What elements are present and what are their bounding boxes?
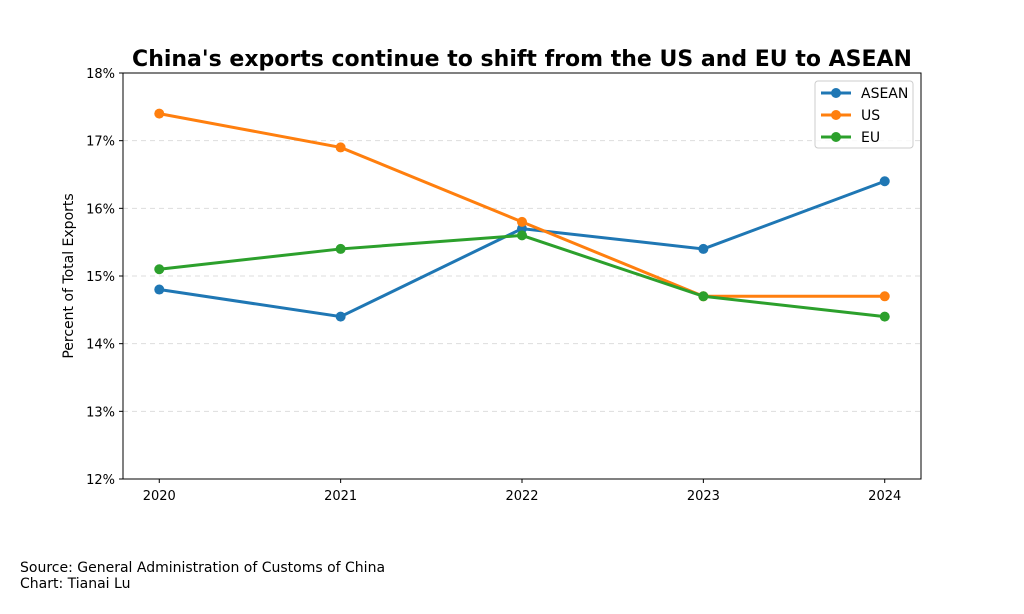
- data-point-asean: [698, 243, 709, 254]
- y-tick-label: 15%: [86, 270, 115, 285]
- data-point-asean: [879, 176, 890, 187]
- y-tick-label: 12%: [86, 473, 115, 488]
- legend-label: ASEAN: [861, 86, 908, 102]
- legend-swatch-marker: [831, 132, 841, 142]
- legend-swatch-marker: [831, 110, 841, 120]
- data-point-eu: [154, 264, 165, 275]
- y-tick-label: 13%: [86, 405, 115, 420]
- data-point-eu: [517, 230, 527, 241]
- chart-credit: Chart: Tianai Lu: [20, 576, 131, 592]
- x-tick-label: 2020: [143, 489, 176, 504]
- legend-label: US: [861, 108, 880, 124]
- legend-box: [814, 80, 914, 149]
- y-axis-label: Percent of Total Exports: [61, 193, 77, 358]
- data-point-eu: [698, 291, 709, 302]
- data-point-us: [517, 216, 527, 227]
- source-note: Source: General Administration of Custom…: [20, 560, 386, 576]
- x-tick-label: 2023: [687, 489, 720, 504]
- data-point-eu: [335, 243, 346, 254]
- legend-swatch-marker: [831, 88, 841, 98]
- data-point-asean: [335, 311, 346, 322]
- legend-label: EU: [861, 130, 880, 146]
- data-point-eu: [879, 311, 890, 322]
- x-tick-label: 2021: [324, 489, 357, 504]
- data-point-us: [879, 291, 890, 302]
- y-tick-label: 17%: [86, 135, 115, 150]
- y-tick-label: 18%: [86, 67, 115, 82]
- y-tick-label: 14%: [86, 338, 115, 353]
- chart-title: China's exports continue to shift from t…: [132, 47, 912, 72]
- x-tick-label: 2024: [868, 489, 901, 504]
- x-tick-label: 2022: [505, 489, 538, 504]
- data-point-asean: [154, 284, 165, 295]
- plot-frame: [122, 72, 922, 480]
- data-point-us: [154, 108, 165, 119]
- y-tick-label: 16%: [86, 202, 115, 217]
- data-point-us: [335, 142, 346, 153]
- legend: ASEAN US EU: [814, 80, 914, 149]
